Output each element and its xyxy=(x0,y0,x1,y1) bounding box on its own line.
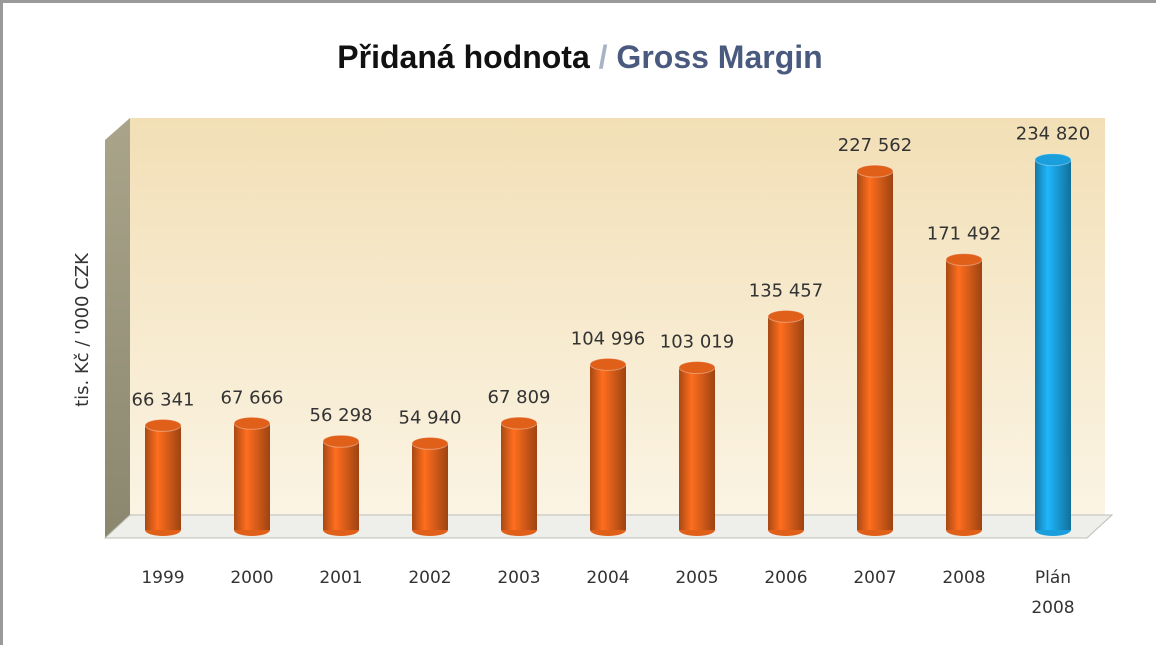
x-tick-label: 2007 xyxy=(853,568,897,588)
x-tick-label: 2008 xyxy=(942,568,986,588)
bar xyxy=(768,316,804,530)
bar-top xyxy=(233,416,271,430)
bar xyxy=(590,364,626,530)
x-tick-label: 2001 xyxy=(319,568,363,588)
value-label: 54 940 xyxy=(399,407,462,428)
value-label: 56 298 xyxy=(310,405,373,426)
bar xyxy=(857,171,893,531)
bar-top xyxy=(589,357,627,371)
x-tick-label: 1999 xyxy=(141,568,185,588)
value-label: 67 809 xyxy=(488,387,551,408)
value-label: 103 019 xyxy=(660,332,734,353)
value-label: 104 996 xyxy=(571,328,645,349)
bar-top xyxy=(1034,153,1072,167)
bar-top xyxy=(144,418,182,432)
x-tick-label: 2003 xyxy=(497,568,541,588)
x-tick-label: 2004 xyxy=(586,568,630,588)
bar-top xyxy=(856,164,894,178)
bar xyxy=(412,443,448,530)
value-label: 66 341 xyxy=(132,389,195,410)
bar-top xyxy=(411,436,449,450)
value-label: 171 492 xyxy=(927,224,1001,245)
y-axis-label: tis. Kč / '000 CZK xyxy=(72,252,93,407)
bar xyxy=(145,425,181,530)
bar xyxy=(323,441,359,530)
bar-top xyxy=(500,416,538,430)
value-label: 227 562 xyxy=(838,135,912,156)
bar-top xyxy=(322,434,360,448)
value-label: 135 457 xyxy=(749,280,823,301)
value-label: 234 820 xyxy=(1016,124,1090,145)
x-tick-label: 2006 xyxy=(764,568,808,588)
bar xyxy=(946,259,982,530)
x-tick-label: Plán 2008 xyxy=(1031,568,1075,618)
bar-top xyxy=(767,309,805,323)
x-tick-label: 2000 xyxy=(230,568,274,588)
x-tick-label: 2002 xyxy=(408,568,452,588)
bar-top xyxy=(678,361,716,375)
bar xyxy=(234,423,270,530)
bar xyxy=(501,423,537,530)
value-label: 67 666 xyxy=(221,387,284,408)
side-wall xyxy=(105,118,130,538)
bar xyxy=(1035,159,1071,531)
bar-top xyxy=(945,253,983,267)
x-tick-label: 2005 xyxy=(675,568,719,588)
chart-title: Přidaná hodnota / Gross Margin xyxy=(337,39,822,75)
bar xyxy=(679,367,715,530)
